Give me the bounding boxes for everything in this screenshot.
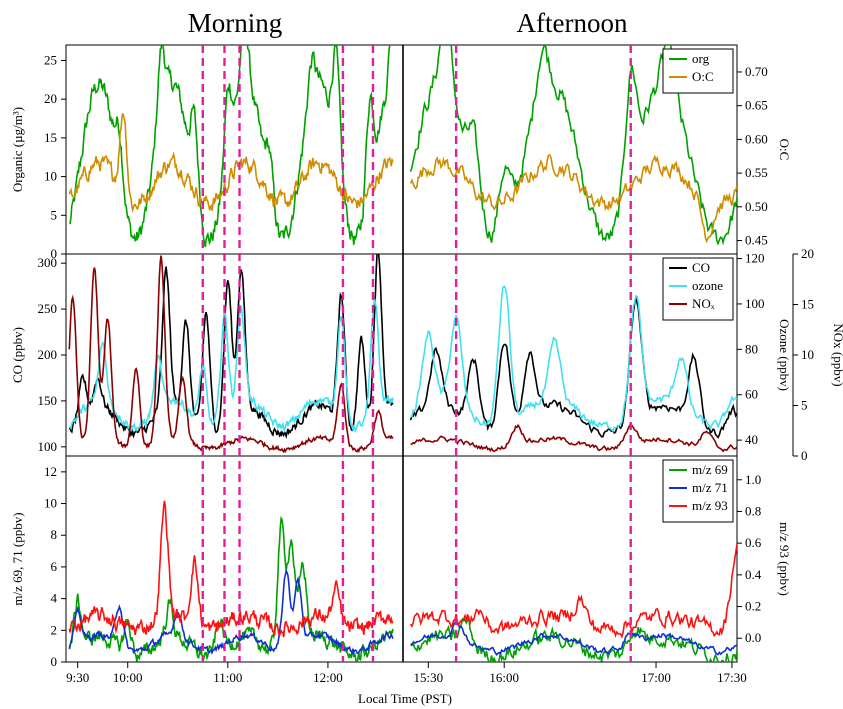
y-right-tick-label: 0.65	[745, 98, 768, 113]
y-left-tick-label: 15	[44, 130, 57, 145]
y-right-label: m/z 93 (ppbv)	[777, 522, 792, 596]
y-right-tick-label: 40	[745, 432, 758, 447]
y-left-tick-label: 6	[51, 559, 58, 574]
header-afternoon: Afternoon	[517, 8, 628, 38]
y-right-tick-label: 120	[745, 251, 765, 266]
y-left-tick-label: 0	[51, 246, 58, 261]
series-line-org	[68, 45, 391, 248]
legend-label: m/z 71	[692, 480, 728, 495]
series-line-ozone	[410, 285, 737, 433]
y-left-tick-label: 300	[38, 255, 58, 270]
y-right-tick-label: 100	[745, 296, 765, 311]
legend-label: m/z 69	[692, 462, 728, 477]
y-left-tick-label: 100	[38, 439, 58, 454]
legend-label: m/z 93	[692, 498, 728, 513]
x-tick-label: 11:00	[213, 670, 242, 685]
series-line-O-C	[409, 154, 737, 244]
panel-frame-top	[65, 44, 738, 255]
y-left-tick-label: 4	[51, 591, 58, 606]
legend-box	[662, 48, 734, 94]
y-right-tick-label: 0.0	[745, 630, 761, 645]
y-far-right-tick-label: 10	[801, 347, 814, 362]
y-left-tick-label: 8	[51, 527, 58, 542]
x-axis-label: Local Time (PST)	[358, 691, 452, 706]
x-tick-label: 10:00	[113, 670, 143, 685]
y-right-tick-label: 0.50	[745, 199, 768, 214]
y-left-tick-label: 150	[38, 393, 58, 408]
series-line-org	[409, 45, 737, 246]
x-tick-label: 16:00	[489, 670, 519, 685]
header-morning: Morning	[188, 8, 283, 38]
y-left-label: m/z 69, 71 (ppbv)	[10, 512, 25, 605]
series-line-CO	[409, 297, 737, 439]
x-tick-label: 17:00	[641, 670, 671, 685]
y-far-right-tick-label: 0	[801, 448, 808, 463]
series-line-m-z-69	[68, 515, 394, 662]
y-right-tick-label: 1.0	[745, 472, 761, 487]
y-right-label: Ozone (ppbv)	[777, 319, 792, 391]
x-tick-label: 15:30	[413, 670, 443, 685]
y-left-tick-label: 0	[51, 654, 58, 669]
y-right-tick-label: 0.4	[745, 567, 762, 582]
legend-label: org	[692, 51, 710, 66]
y-left-tick-label: 10	[44, 496, 57, 511]
y-right-tick-label: 0.70	[745, 64, 768, 79]
y-left-tick-label: 10	[44, 169, 57, 184]
y-far-right-tick-label: 20	[801, 246, 814, 261]
y-right-tick-label: 0.2	[745, 599, 761, 614]
y-left-tick-label: 250	[38, 301, 58, 316]
y-right-tick-label: 0.6	[745, 535, 762, 550]
legend-label: CO	[692, 260, 710, 275]
y-left-tick-label: 5	[51, 207, 58, 222]
y-left-tick-label: 200	[38, 347, 58, 362]
series-line-ozone	[69, 298, 394, 434]
panel-frame-middle	[65, 253, 738, 457]
series-line-m-z-71	[410, 621, 737, 656]
y-far-right-label: NOx (ppbv)	[831, 323, 843, 386]
y-right-tick-label: 0.8	[745, 503, 761, 518]
legend-label: NOₓ	[692, 296, 715, 311]
y-right-tick-label: 0.55	[745, 165, 768, 180]
legend-label: ozone	[692, 278, 723, 293]
series-line-O-C	[68, 113, 394, 213]
series-line-m-z-93	[68, 500, 394, 638]
y-right-tick-label: 80	[745, 341, 758, 356]
panel-frame-bottom	[65, 455, 738, 663]
y-left-tick-label: 20	[44, 91, 57, 106]
y-left-tick-label: 2	[51, 622, 58, 637]
y-left-label: CO (ppbv)	[10, 327, 25, 383]
x-tick-label: 9:30	[66, 670, 89, 685]
series-line-NO-	[410, 422, 737, 453]
y-right-label: O:C	[777, 139, 792, 161]
plot-area: 9:30 10:00 11:00 12:00 15:30 16:00 17:00 17:30 0…	[10, 44, 843, 685]
y-left-label: Organic (µg/m³)	[10, 107, 25, 192]
series-line-NO-	[68, 255, 394, 454]
legend-label: O:C	[692, 69, 714, 84]
y-right-tick-label: 0.60	[745, 131, 768, 146]
y-right-tick-label: 0.45	[745, 233, 768, 248]
y-far-right-tick-label: 15	[801, 297, 814, 312]
y-left-tick-label: 12	[44, 464, 57, 479]
y-far-right-tick-label: 5	[801, 398, 808, 413]
y-right-tick-label: 60	[745, 387, 758, 402]
x-tick-label: 17:30	[717, 670, 747, 685]
x-tick-label: 12:00	[313, 670, 343, 685]
series-line-CO	[68, 254, 394, 440]
series-line-m-z-93	[409, 544, 737, 639]
y-left-tick-label: 25	[44, 52, 57, 67]
